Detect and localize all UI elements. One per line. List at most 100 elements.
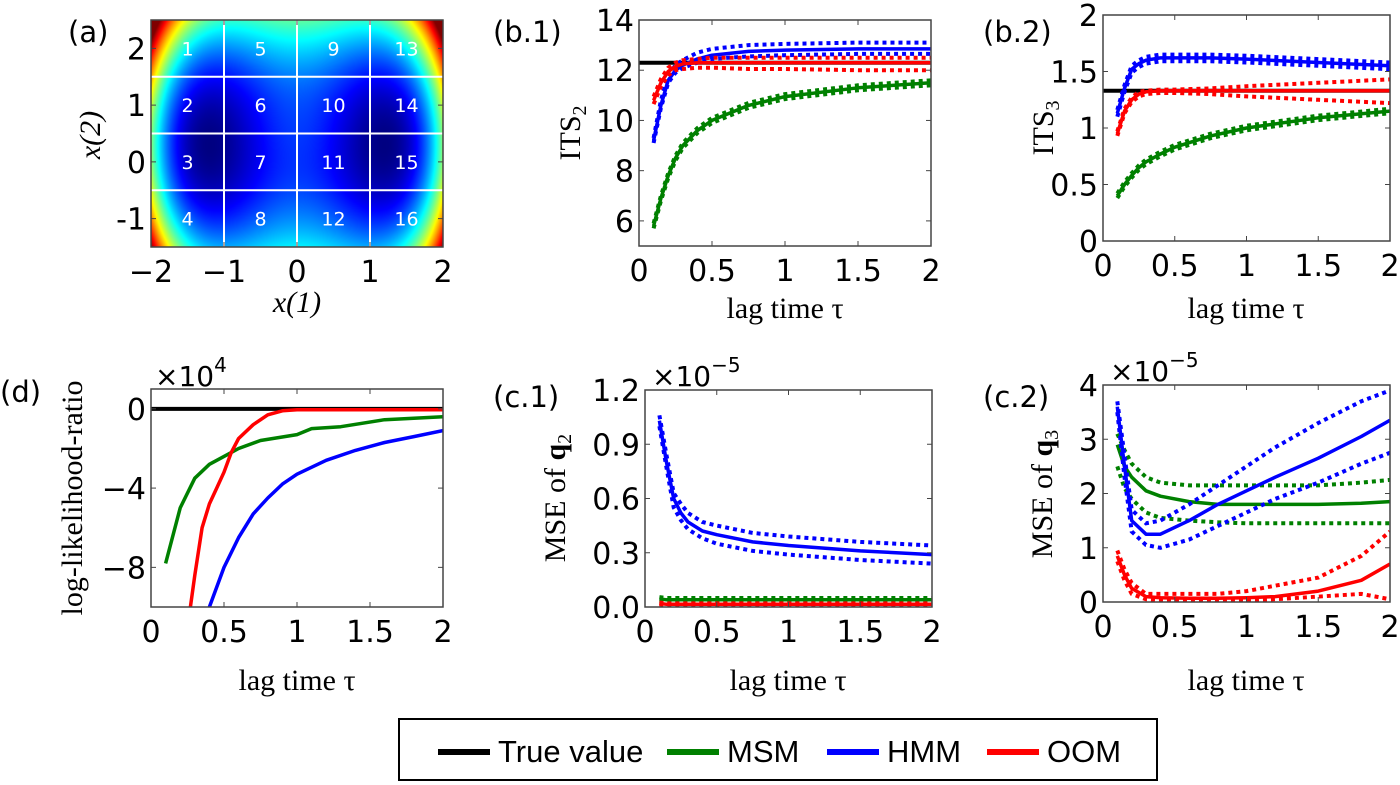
y-axis-label-subscript: 3: [1042, 101, 1064, 111]
cell-label: 15: [394, 152, 418, 174]
x-tick-label: 1.5: [834, 254, 882, 289]
y-axis-label-text: log-likelihood-ratio: [56, 381, 89, 616]
hmm-lower-band: [657, 425, 932, 566]
y-tick-label: 0.0: [592, 591, 640, 626]
hmm-upper-band: [657, 414, 932, 548]
cell-label: 7: [254, 152, 266, 174]
y-tick-label: 2: [1079, 0, 1098, 34]
legend-swatch-true-value: [438, 748, 490, 755]
cell-label: 12: [321, 209, 345, 231]
multiplier-base: ×10: [1110, 355, 1169, 388]
x-tick-label: 0.5: [693, 615, 741, 650]
legend: True value MSM HMM OOM: [398, 718, 1158, 781]
y-tick-label: 1.5: [1050, 56, 1098, 91]
x-axis-label: x(1): [272, 286, 321, 319]
y-tick-label: 1: [1079, 112, 1098, 147]
cell-label: 1: [181, 38, 193, 60]
axis-multiplier: ×10−5: [652, 353, 741, 393]
y-tick-label: 1.2: [592, 374, 640, 409]
multiplier-exponent: 4: [214, 353, 227, 377]
plot-area: [151, 406, 443, 607]
x-tick-label: 1.5: [1294, 249, 1342, 284]
x-tick-label: 2: [433, 615, 452, 650]
cell-label: 10: [321, 95, 345, 117]
panel-d: 0 0.5 1 1.5 2 −8 −4 0 (d) lag time τ log-likelihoo…: [0, 353, 453, 697]
x-tick-label: 1: [287, 615, 306, 650]
panel-label: (d): [0, 375, 41, 409]
msm-series-line: [1115, 444, 1390, 507]
msm-upper-band: [1115, 432, 1390, 488]
multiplier-base: ×10: [155, 360, 214, 393]
panel-label: (c.2): [983, 380, 1049, 414]
msm-series-line: [163, 414, 443, 564]
x-tick-label: 1.5: [346, 615, 394, 650]
y-axis-label-subscript: 3: [1041, 430, 1063, 440]
y-tick-label: 6: [615, 205, 634, 240]
legend-swatch-hmm: [827, 748, 879, 755]
panel-b2: 0 0.5 1 1.5 2 0 0.5 1 1.5 2 (b.2) lag time τ ITS3: [983, 0, 1400, 325]
y-tick-label: 3: [1079, 423, 1098, 458]
legend-item-hmm: HMM: [827, 720, 961, 783]
x-axis-label: lag time τ: [1187, 292, 1304, 325]
y-axis-label-text: ITS: [1027, 111, 1060, 156]
x-axis-label: lag time τ: [1187, 664, 1304, 697]
y-tick-label: 12: [596, 54, 634, 89]
x-tick-label: 1: [775, 254, 794, 289]
y-axis-label-text: MSE of: [539, 461, 572, 563]
x-tick-label: 1: [1237, 610, 1256, 645]
x-tick-label: 1.5: [836, 615, 884, 650]
x-tick-label: 0.5: [200, 615, 248, 650]
x-tick-label: 2: [1380, 610, 1399, 645]
y-tick-label: 1: [1079, 532, 1098, 567]
axes-frame: [1102, 384, 1391, 603]
y-tick-label: −8: [102, 551, 146, 586]
cell-label: 16: [394, 209, 418, 231]
oom-upper-band: [1115, 529, 1390, 596]
x-axis-label: lag time τ: [726, 292, 843, 325]
multiplier-base: ×10: [652, 360, 711, 393]
x-axis-label: lag time τ: [238, 664, 355, 697]
x-tick-label: −2: [129, 255, 173, 290]
x-tick-label: 1: [779, 615, 798, 650]
y-tick-label: 0.3: [592, 537, 640, 572]
msm-series-line: [1115, 109, 1390, 197]
x-tick-label: 0.5: [1151, 249, 1199, 284]
y-axis-label-subscript: 2: [554, 434, 576, 444]
x-tick-label: 1.5: [1294, 610, 1342, 645]
legend-swatch-oom: [987, 748, 1039, 755]
axes-frame: [644, 389, 933, 608]
plot-area: [1115, 388, 1390, 602]
x-tick-label: 0: [635, 615, 654, 650]
y-axis-label-bold: q: [1026, 440, 1059, 457]
x-tick-label: 2: [921, 254, 940, 289]
legend-label: OOM: [1047, 733, 1122, 769]
multiplier-exponent: −5: [711, 353, 740, 377]
oom-series-line: [659, 601, 932, 607]
oom-lower-band: [1115, 560, 1390, 602]
panel-label: (b.2): [983, 15, 1052, 49]
x-tick-label: 0: [629, 254, 648, 289]
hmm-series-line: [1115, 406, 1390, 536]
y-tick-label: 0: [1079, 225, 1098, 260]
y-tick-label: −4: [102, 472, 146, 507]
y-axis-label-subscript: 2: [569, 106, 591, 116]
msm-series-line: [651, 81, 931, 227]
y-tick-label: -1: [116, 203, 146, 238]
y-tick-label: 0.6: [592, 483, 640, 518]
y-axis-label: ITS2: [554, 106, 591, 161]
y-tick-label: 10: [596, 104, 634, 139]
plot-area: [639, 40, 931, 229]
y-axis-label: x(2): [74, 111, 107, 160]
legend-label: True value: [498, 733, 644, 769]
plot-area: [657, 414, 932, 607]
hmm-series-line: [207, 428, 443, 607]
cell-label: 4: [181, 209, 193, 231]
y-axis-label: log-likelihood-ratio: [56, 381, 89, 616]
y-tick-label: 2: [127, 32, 146, 67]
msm-upper-band: [659, 595, 932, 600]
cell-label: 14: [394, 95, 418, 117]
hmm-series-line: [1115, 56, 1390, 114]
